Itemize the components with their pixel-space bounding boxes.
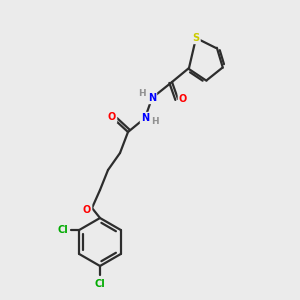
Text: O: O: [108, 112, 116, 122]
Text: Cl: Cl: [58, 225, 69, 235]
Text: H: H: [151, 118, 159, 127]
Text: H: H: [138, 89, 146, 98]
Text: S: S: [192, 33, 200, 43]
Text: Cl: Cl: [94, 279, 105, 289]
Text: O: O: [179, 94, 187, 104]
Text: N: N: [141, 113, 149, 123]
Text: N: N: [148, 93, 156, 103]
Text: O: O: [83, 205, 91, 215]
